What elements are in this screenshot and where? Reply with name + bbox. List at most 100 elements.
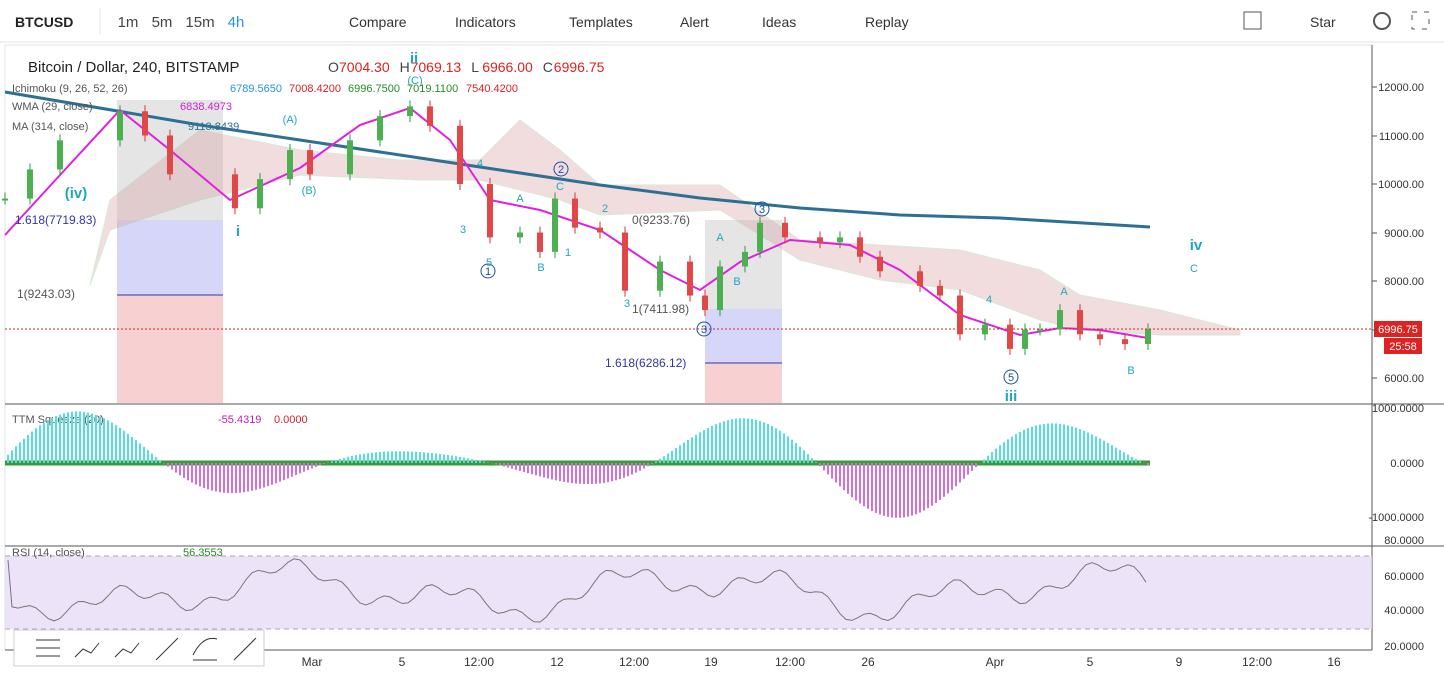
wave-circle xyxy=(1003,369,1019,385)
candle xyxy=(1022,329,1028,349)
candle xyxy=(742,251,748,267)
wave-label: ii xyxy=(410,50,418,67)
toolbar-button[interactable]: Alert xyxy=(680,14,709,30)
wave-label: 3 xyxy=(759,204,765,216)
wave-label: 1 xyxy=(565,247,571,259)
countdown-box xyxy=(1384,338,1422,354)
tool-icon[interactable] xyxy=(36,639,60,657)
ohlc-label: C xyxy=(543,59,553,75)
interval-button[interactable]: 1m xyxy=(118,14,139,31)
rsi-line-decor xyxy=(7,558,1147,623)
wave-circle xyxy=(696,321,712,337)
time-tick-label: 26 xyxy=(861,655,875,669)
price-tick-label: 11000.00 xyxy=(1379,131,1424,143)
time-tick-label: 12 xyxy=(550,655,564,669)
candle xyxy=(257,179,263,209)
candle xyxy=(457,125,463,184)
indicator-value: 6996.7500 xyxy=(348,83,400,95)
candle xyxy=(377,116,383,141)
wave-label: 2 xyxy=(602,203,608,215)
wave-label: (C) xyxy=(407,75,422,87)
candle xyxy=(142,111,148,136)
symbol[interactable]: BTCUSD xyxy=(15,14,73,30)
tool-icon[interactable] xyxy=(74,642,100,658)
price-tick-label: 6000.00 xyxy=(1384,373,1424,385)
last-price-label: 6996.75 xyxy=(1378,324,1418,336)
wave-label: 3 xyxy=(701,324,707,336)
tool-icon[interactable] xyxy=(114,642,140,658)
tool-icon[interactable] xyxy=(192,637,218,661)
candle xyxy=(27,169,33,199)
time-tick-label: Mar xyxy=(302,655,323,669)
candle xyxy=(1057,310,1063,330)
ma-314-line xyxy=(4,90,1151,229)
settings-icon[interactable] xyxy=(1373,12,1391,30)
ohlc-label: H xyxy=(400,59,410,75)
toolbar-button[interactable]: Templates xyxy=(569,14,633,30)
indicator-value: 7008.4200 xyxy=(289,83,341,95)
candle xyxy=(537,232,543,252)
indicator-name: RSI (14, close) xyxy=(12,547,85,559)
toolbar-button[interactable]: Replay xyxy=(865,14,909,30)
candle xyxy=(917,271,923,286)
toolbar-button[interactable]: Ideas xyxy=(762,14,796,30)
candle xyxy=(1145,329,1151,345)
toolbar-button[interactable]: Indicators xyxy=(455,14,516,30)
star-button[interactable]: Star xyxy=(1310,14,1336,30)
wave-label: A xyxy=(516,193,524,205)
wave-label: i xyxy=(236,223,240,240)
candle xyxy=(2,198,8,201)
candle xyxy=(167,135,173,175)
indicator-value: 9113.8439 xyxy=(188,121,239,133)
ohlc-value: 6966.00 xyxy=(482,59,533,75)
rsi-tick-label: 40.0000 xyxy=(1384,605,1424,617)
wave-label: B xyxy=(537,262,544,274)
rsi-band xyxy=(5,556,1372,629)
rsi-tick-label: 80.0000 xyxy=(1384,535,1424,547)
indicator-value: 0.0000 xyxy=(274,414,308,426)
fib-label: 1(7411.98) xyxy=(632,302,689,316)
wave-label: C xyxy=(556,181,564,193)
candle xyxy=(1037,329,1043,332)
candle xyxy=(572,198,578,228)
wave-label: 1 xyxy=(485,266,491,278)
rsi-tick-label: 20.0000 xyxy=(1384,641,1424,653)
fib-box xyxy=(705,309,782,363)
time-tick-label: 12:00 xyxy=(464,655,494,669)
symbol-title: Bitcoin / Dollar, 240, BITSTAMP xyxy=(28,59,239,76)
candle xyxy=(487,184,493,238)
candle xyxy=(837,237,843,243)
indicator-value: -55.4319 xyxy=(218,414,261,426)
candle xyxy=(817,237,823,243)
candle xyxy=(877,256,883,272)
tool-icon[interactable] xyxy=(233,637,257,661)
fib-box xyxy=(117,295,223,403)
ohlc-value: 7069.13 xyxy=(411,59,462,75)
candle xyxy=(982,324,988,335)
wave-label: iii xyxy=(1005,388,1018,405)
time-tick-label: 12:00 xyxy=(775,655,805,669)
time-tick-label: 12:00 xyxy=(619,655,649,669)
interval-button[interactable]: 15m xyxy=(185,14,214,31)
candle xyxy=(287,150,293,180)
fib-label: 0(9233.76) xyxy=(632,213,690,227)
toolbar-button[interactable]: Compare xyxy=(349,14,407,30)
indicator-name: WMA (29, close) xyxy=(12,101,93,113)
interval-button[interactable]: 4h xyxy=(228,14,245,31)
layout-icon[interactable] xyxy=(1243,11,1262,30)
wave-label: 4 xyxy=(477,158,483,170)
interval-button[interactable]: 5m xyxy=(152,14,173,31)
indicator-value: 7019.1100 xyxy=(407,83,458,95)
indicator-name: TTM Squeeze (20) xyxy=(12,414,104,426)
squeeze-tick-label: 0.0000 xyxy=(1390,458,1424,470)
tool-icon[interactable] xyxy=(155,637,179,661)
fullscreen-icon[interactable] xyxy=(1411,11,1430,30)
fib-label: 1.618(6286.12) xyxy=(605,356,686,370)
ohlc-label: O xyxy=(328,59,339,75)
candle xyxy=(517,232,523,238)
ichimoku-cloud xyxy=(89,119,1241,336)
wave-label: iv xyxy=(1190,237,1203,254)
candle xyxy=(1122,339,1128,345)
candle xyxy=(307,150,313,175)
